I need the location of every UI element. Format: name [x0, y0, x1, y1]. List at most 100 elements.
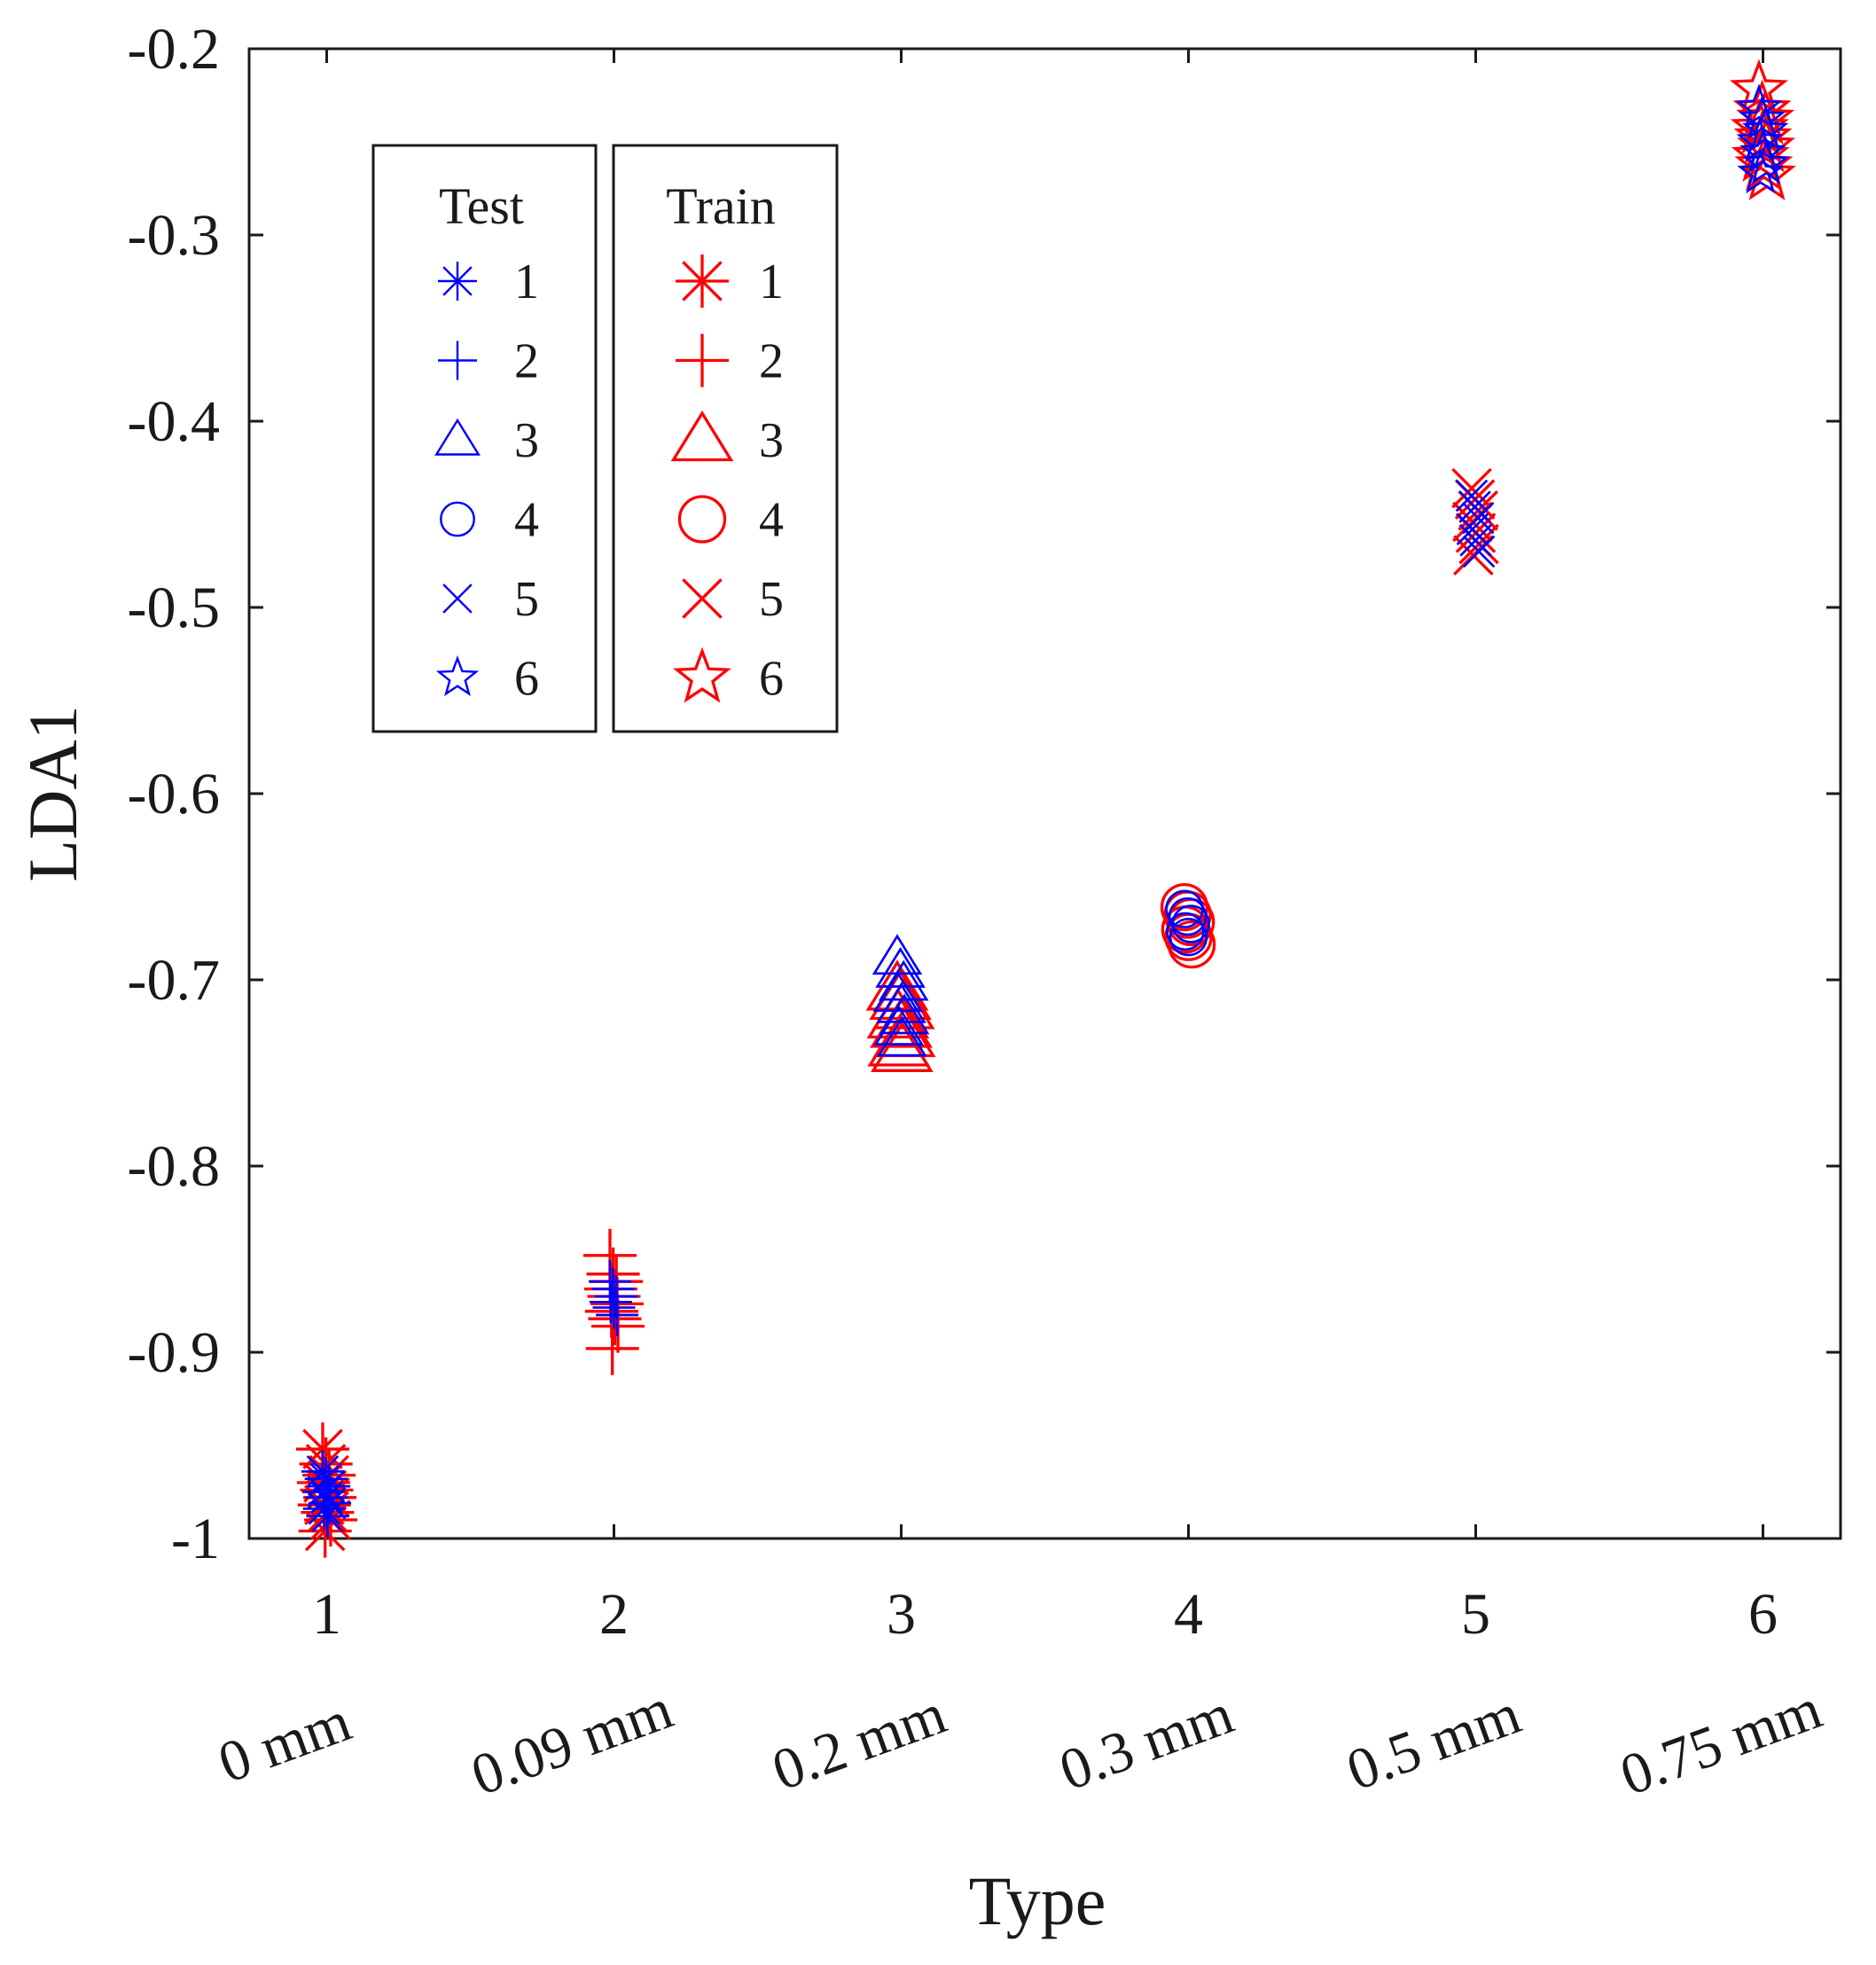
- data-point-stroke: [302, 1429, 343, 1469]
- x-tick-sublabel: 0.3 mm: [1051, 1681, 1241, 1804]
- data-point: [873, 1005, 925, 1045]
- data-point: [1451, 467, 1492, 509]
- x-tick-label: 1: [312, 1582, 341, 1647]
- data-point-stroke: [1456, 513, 1489, 546]
- data-point: [592, 1286, 636, 1329]
- data-point-stroke: [308, 1492, 340, 1525]
- legend-label: 1: [514, 254, 539, 309]
- data-point: [877, 1015, 927, 1057]
- y-axis-title: LDA1: [14, 705, 91, 881]
- data-point: [871, 1021, 934, 1072]
- data-point-stroke: [1459, 524, 1492, 557]
- data-point-stroke: [1461, 501, 1495, 535]
- data-point-stroke: [1462, 535, 1496, 568]
- data-point-shape: [873, 1005, 925, 1045]
- legend-marker: [434, 418, 481, 456]
- data-point: [1455, 479, 1489, 513]
- x-axis-title: Type: [969, 1862, 1106, 1939]
- y-tick-label: -0.2: [128, 17, 220, 82]
- legend-marker: [435, 655, 480, 697]
- data-point: [596, 1294, 639, 1336]
- legend-train-box: [612, 144, 839, 733]
- legend-label: 3: [514, 413, 539, 468]
- x-tick-label: 3: [887, 1582, 916, 1647]
- legend-marker-stroke: [442, 266, 473, 296]
- legend-marker: [677, 495, 727, 544]
- data-point-shape: [1166, 912, 1205, 951]
- data-point-shape: [871, 1021, 934, 1072]
- data-point: [306, 1494, 349, 1538]
- legend-marker-shape: [435, 655, 480, 697]
- legend-marker-stroke: [682, 261, 723, 301]
- data-point-stroke: [1458, 490, 1491, 523]
- data-point: [1456, 513, 1489, 546]
- data-point: [1167, 920, 1216, 969]
- legend-label: 5: [514, 572, 539, 627]
- data-point-shape: [872, 971, 924, 1013]
- data-point-shape: [877, 1015, 927, 1057]
- legend-marker: [670, 410, 734, 462]
- x-tick-sublabel: 0.09 mm: [463, 1676, 681, 1808]
- legend-marker-shape: [677, 495, 727, 544]
- legend-marker: [673, 646, 731, 703]
- data-point-shape: [1168, 896, 1208, 936]
- legend-label: 2: [514, 334, 539, 389]
- legend-marker: [442, 583, 473, 614]
- legend-marker-shape: [440, 501, 475, 537]
- legend-train: Train 1 2 3 4 5 6: [612, 144, 839, 733]
- legend-marker: [438, 341, 477, 380]
- legend-label: 3: [759, 413, 784, 468]
- data-point-shape: [1737, 148, 1785, 194]
- data-point: [302, 1487, 346, 1531]
- legend-train-title: Train: [666, 177, 776, 235]
- data-point: [1737, 148, 1785, 194]
- legend-marker-stroke: [442, 583, 473, 614]
- data-point-stroke: [311, 1499, 344, 1533]
- legend-label: 1: [759, 254, 784, 309]
- x-tick-sublabel: 0.5 mm: [1339, 1681, 1528, 1804]
- y-tick-label: -0.8: [128, 1134, 220, 1199]
- data-point: [872, 971, 924, 1013]
- legend-marker: [676, 254, 729, 308]
- x-tick-sublabel: 0.2 mm: [764, 1681, 954, 1804]
- x-tick-label: 5: [1461, 1582, 1490, 1647]
- data-point: [1736, 117, 1784, 162]
- legend-test-entries: 1 2 3 4 5 6: [434, 254, 539, 707]
- legend-marker: [440, 501, 475, 537]
- data-point-shape: [1171, 904, 1210, 943]
- data-point: [1171, 904, 1210, 943]
- data-point-shape: [1737, 116, 1796, 173]
- y-tick-label: -0.5: [128, 575, 220, 640]
- legend-label: 2: [759, 334, 784, 389]
- data-point: [1737, 116, 1796, 173]
- legend-marker-stroke: [682, 578, 723, 619]
- data-point: [1169, 917, 1208, 957]
- x-tick-label: 4: [1174, 1582, 1203, 1647]
- legend-label: 5: [759, 572, 784, 627]
- data-point-shape: [1742, 139, 1790, 184]
- data-points: [295, 59, 1796, 1558]
- legend-marker-shape: [670, 410, 734, 462]
- y-tick-label: -0.7: [128, 948, 220, 1013]
- data-point-stroke: [1451, 467, 1492, 509]
- legend-marker-shape: [673, 646, 731, 703]
- data-point: [1166, 912, 1205, 951]
- x-tick-label: 6: [1748, 1582, 1778, 1647]
- legend-marker: [682, 578, 723, 619]
- legend-train-entries: 1 2 3 4 5 6: [670, 254, 784, 707]
- data-point-stroke: [304, 1510, 346, 1552]
- x-tick-sublabel: 0.75 mm: [1612, 1676, 1830, 1808]
- data-point: [585, 1321, 639, 1375]
- legend-test: Test 1 2 3 4 5 6: [371, 144, 598, 733]
- legend-marker: [676, 333, 729, 388]
- data-point-shape: [1169, 917, 1208, 957]
- legend-label: 4: [759, 493, 784, 548]
- data-point: [1735, 83, 1783, 129]
- data-point: [1462, 535, 1496, 568]
- legend-marker: [438, 262, 477, 301]
- data-point-shape: [876, 982, 926, 1023]
- legend-test-title: Test: [439, 177, 524, 235]
- data-point-shape: [1735, 83, 1783, 129]
- x-tick-label: 2: [599, 1582, 629, 1647]
